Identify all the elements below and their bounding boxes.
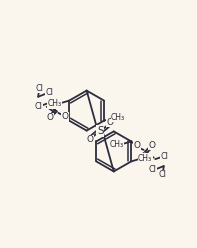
Text: O: O (133, 141, 140, 150)
Text: O: O (107, 118, 114, 127)
Text: O: O (46, 113, 53, 122)
Text: Cl: Cl (45, 88, 53, 97)
Text: CH₃: CH₃ (109, 140, 124, 149)
Text: Cl: Cl (149, 165, 157, 174)
Text: CH₃: CH₃ (138, 154, 152, 163)
Text: Cl: Cl (36, 84, 44, 93)
Text: S: S (97, 126, 103, 136)
Text: O: O (149, 141, 156, 150)
Text: O: O (87, 135, 94, 144)
Text: Cl: Cl (34, 102, 42, 111)
Text: CH₃: CH₃ (111, 113, 125, 122)
Text: O: O (62, 112, 69, 121)
Text: Cl: Cl (158, 170, 166, 179)
Text: Cl: Cl (161, 152, 168, 160)
Text: CH₃: CH₃ (47, 99, 61, 108)
